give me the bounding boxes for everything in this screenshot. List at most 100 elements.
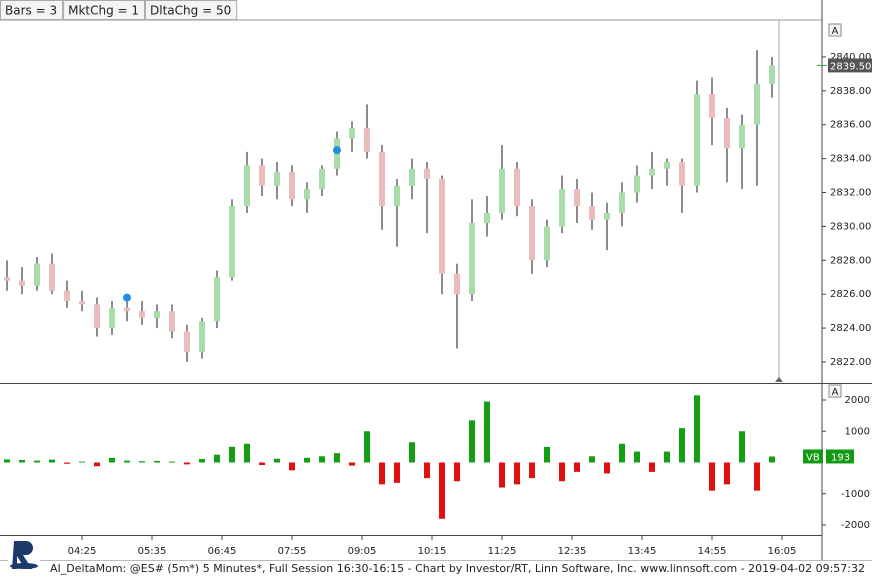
- candle-body: [709, 94, 715, 118]
- bar: [124, 460, 130, 463]
- candle-body: [304, 189, 310, 200]
- bar: [394, 462, 400, 483]
- bar: [229, 446, 235, 463]
- last-value-label: 193: [831, 452, 850, 463]
- bar: [154, 460, 160, 463]
- bar: [754, 462, 760, 491]
- x-tick-label: 16:05: [768, 546, 797, 557]
- x-tick-label: 09:05: [348, 546, 377, 557]
- bar: [709, 462, 715, 491]
- candle-body: [259, 165, 265, 186]
- toolbar-button-label: Bars = 3: [5, 4, 57, 18]
- bar: [559, 462, 565, 482]
- x-tick-label: 12:35: [558, 546, 587, 557]
- bar: [364, 431, 370, 463]
- candle-body: [244, 165, 250, 207]
- candle-body: [124, 307, 130, 312]
- candle-body: [409, 168, 415, 186]
- cursor-marker: [775, 377, 783, 382]
- candle-body: [64, 290, 70, 301]
- bar: [349, 462, 355, 466]
- toolbar-button-label: DltaChg = 50: [150, 4, 231, 18]
- candle-body: [169, 311, 175, 332]
- candle-body: [394, 185, 400, 207]
- bar: [724, 462, 730, 485]
- candle-body: [724, 117, 730, 149]
- last-price-label: 2839.50: [830, 61, 871, 72]
- y-tick-label: -1000: [841, 489, 870, 500]
- bar: [604, 462, 610, 474]
- bar: [34, 460, 40, 463]
- bar: [199, 459, 205, 463]
- bar: [109, 457, 115, 463]
- bar: [454, 462, 460, 482]
- panel-button-label: A: [832, 387, 839, 398]
- candle-body: [319, 168, 325, 190]
- footer-text: AI_DeltaMom: @ES# (5m*) 5 Minutes*, Full…: [50, 562, 865, 575]
- y-tick-label: 2822.00: [830, 357, 871, 368]
- bar: [289, 462, 295, 471]
- candle-body: [4, 277, 10, 281]
- bar: [379, 462, 385, 485]
- bar: [499, 462, 505, 488]
- bar: [274, 458, 280, 463]
- bar: [469, 420, 475, 463]
- bar: [694, 395, 700, 463]
- bar: [514, 462, 520, 485]
- toolbar-button[interactable]: [145, 0, 238, 20]
- bar: [184, 462, 190, 465]
- y-tick-label: -2000: [841, 520, 870, 531]
- bar: [634, 451, 640, 463]
- bar: [424, 462, 430, 479]
- bar: [679, 428, 685, 463]
- x-tick-label: 14:55: [698, 546, 727, 557]
- candle-body: [589, 206, 595, 220]
- y-tick-label: 1000: [845, 426, 870, 437]
- candle-body: [634, 175, 640, 193]
- candle-body: [49, 263, 55, 291]
- bar: [64, 462, 70, 464]
- candle-body: [664, 162, 670, 169]
- candle-body: [109, 307, 115, 329]
- bar: [334, 453, 340, 463]
- toolbar-button-label: MktChg = 1: [68, 4, 139, 18]
- last-name-label: VB: [806, 452, 820, 463]
- y-tick-label: 2840.00: [830, 52, 871, 63]
- panel-button[interactable]: [828, 384, 842, 398]
- candle-body: [499, 168, 505, 213]
- y-tick-label: 2832.00: [830, 188, 871, 199]
- logo-swoosh: [10, 563, 38, 569]
- panel-button[interactable]: [828, 23, 842, 37]
- toolbar-button[interactable]: [63, 0, 146, 20]
- candle-body: [604, 212, 610, 220]
- y-tick-label: 2834.00: [830, 154, 871, 165]
- candle-body: [154, 311, 160, 318]
- last-value-box: [826, 449, 854, 464]
- candle-body: [184, 331, 190, 352]
- candle-body: [619, 192, 625, 213]
- candle-body: [514, 168, 520, 207]
- x-tick-label: 07:55: [278, 546, 307, 557]
- candle-body: [79, 300, 85, 305]
- bar: [169, 461, 175, 463]
- candle-body: [439, 178, 445, 274]
- candle-body: [454, 273, 460, 295]
- bar: [304, 457, 310, 463]
- bar: [214, 454, 220, 463]
- y-tick-label: 2826.00: [830, 289, 871, 300]
- toolbar-button[interactable]: [0, 0, 64, 20]
- bar: [769, 456, 775, 463]
- x-tick-label: 13:45: [628, 546, 657, 557]
- bar: [664, 451, 670, 463]
- x-tick-label: 06:45: [208, 546, 237, 557]
- panel-button-label: A: [832, 26, 839, 37]
- last-price-box: [828, 58, 872, 73]
- x-tick-label: 05:35: [138, 546, 167, 557]
- signal-marker: [123, 293, 131, 302]
- y-tick-label: 2838.00: [830, 86, 871, 97]
- candle-body: [19, 280, 25, 286]
- bar: [619, 443, 625, 463]
- bar: [94, 462, 100, 467]
